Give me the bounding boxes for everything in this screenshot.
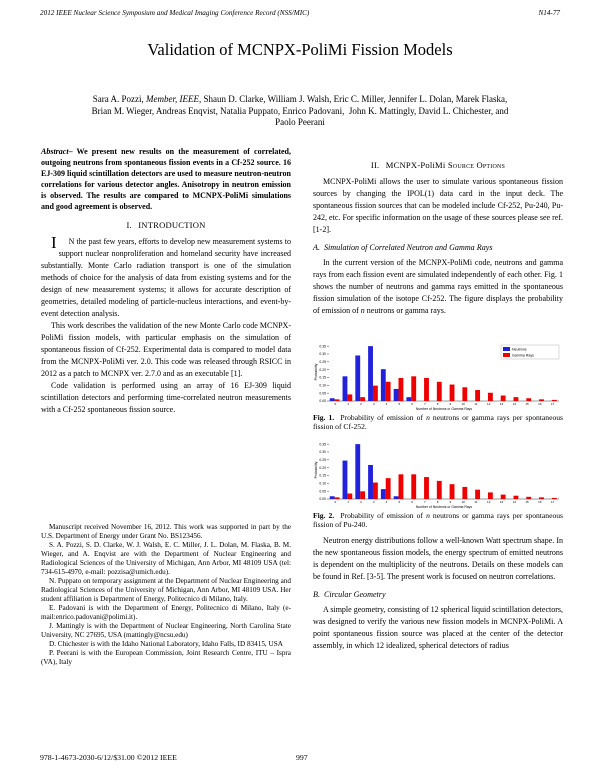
svg-text:13: 13 xyxy=(500,402,504,406)
svg-text:11: 11 xyxy=(474,500,477,504)
svg-text:0.20: 0.20 xyxy=(319,368,326,372)
svg-text:0.15: 0.15 xyxy=(319,474,326,478)
svg-text:15: 15 xyxy=(525,500,529,504)
svg-text:Number of Neutrons or Gamma Ra: Number of Neutrons or Gamma Rays xyxy=(416,505,472,509)
svg-text:17: 17 xyxy=(551,500,555,504)
svg-text:0.10: 0.10 xyxy=(319,482,326,486)
svg-text:0.10: 0.10 xyxy=(319,384,326,388)
svg-text:12: 12 xyxy=(487,500,491,504)
svg-text:15: 15 xyxy=(525,402,529,406)
svg-text:0.30: 0.30 xyxy=(319,352,326,356)
svg-text:14: 14 xyxy=(513,500,517,504)
svg-text:13: 13 xyxy=(500,500,504,504)
svg-text:0.35: 0.35 xyxy=(319,344,326,348)
svg-text:11: 11 xyxy=(474,402,477,406)
svg-text:0.05: 0.05 xyxy=(319,391,326,395)
svg-text:12: 12 xyxy=(487,402,491,406)
svg-text:Probability: Probability xyxy=(314,363,318,380)
svg-text:Number of Neutrons or Gamma Ra: Number of Neutrons or Gamma Rays xyxy=(416,407,472,411)
svg-text:16: 16 xyxy=(538,500,542,504)
svg-text:0.00: 0.00 xyxy=(319,497,326,501)
svg-text:0.30: 0.30 xyxy=(319,450,326,454)
svg-text:0.25: 0.25 xyxy=(319,458,326,462)
svg-text:16: 16 xyxy=(538,402,542,406)
svg-text:0.15: 0.15 xyxy=(319,376,326,380)
svg-text:Probability: Probability xyxy=(314,461,318,478)
svg-text:14: 14 xyxy=(513,402,517,406)
svg-text:Neutrons: Neutrons xyxy=(512,347,527,351)
svg-text:0.25: 0.25 xyxy=(319,360,326,364)
svg-text:10: 10 xyxy=(461,402,465,406)
svg-text:0.00: 0.00 xyxy=(319,399,326,403)
svg-text:Gamma Rays: Gamma Rays xyxy=(512,353,534,357)
svg-text:0.05: 0.05 xyxy=(319,489,326,493)
svg-text:17: 17 xyxy=(551,402,555,406)
svg-text:0.20: 0.20 xyxy=(319,466,326,470)
svg-text:10: 10 xyxy=(461,500,465,504)
svg-text:0.35: 0.35 xyxy=(319,442,326,446)
